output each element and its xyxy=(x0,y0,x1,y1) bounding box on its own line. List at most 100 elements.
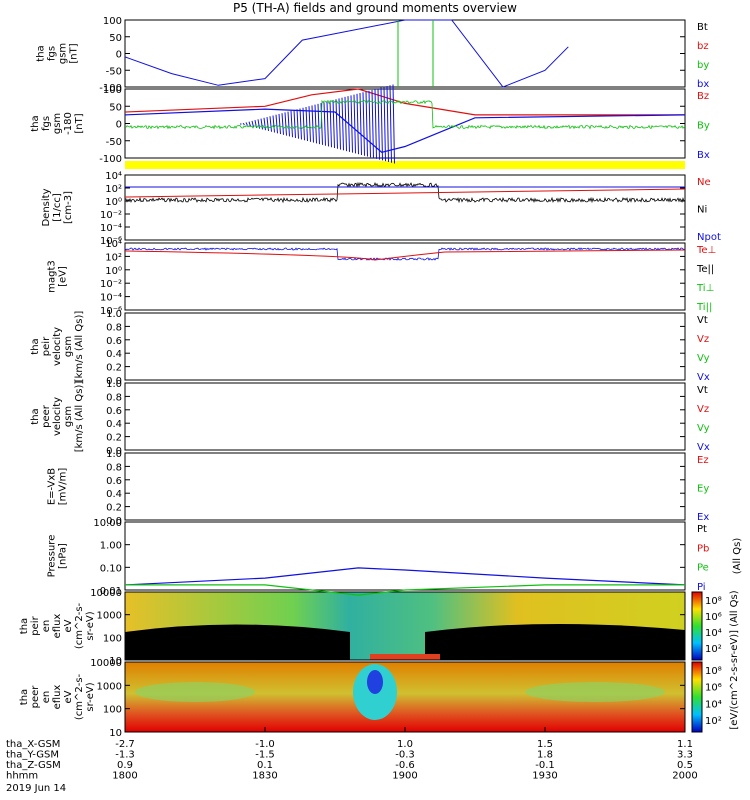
panel-ylabel: thapeervelocitygsm[km/s (All Qs)] xyxy=(30,381,85,453)
ylabel-line: eV xyxy=(63,690,74,703)
axis-row-value: 1930 xyxy=(532,771,557,782)
axis-row-value: -0.3 xyxy=(395,750,415,761)
panel-frame xyxy=(124,88,686,159)
y-tick-label: 1.0 xyxy=(106,449,122,460)
y-tick-label: 1.0 xyxy=(106,379,122,390)
legend-item-Vx: Vx xyxy=(697,442,710,453)
y-tick-label: 10⁻⁴ xyxy=(100,223,122,234)
y-tick-label: 1.00 xyxy=(100,541,122,552)
y-tick-label: 10 xyxy=(109,656,122,667)
ylabel-line: peir xyxy=(41,336,52,356)
y-tick-label: 10000 xyxy=(90,658,122,669)
panel-density: 10⁴ 10² 10⁰ 10⁻² 10⁻⁴ 10⁻⁶ Density[1/cc][cm-3]… xyxy=(41,171,721,247)
ylabel-line: gsm xyxy=(63,406,74,427)
legend-item-Pe: Pe xyxy=(697,563,709,574)
y-tick-label: 0.0 xyxy=(106,446,122,457)
axis-row-value: -1.5 xyxy=(255,750,275,761)
ylabel-line: peer xyxy=(30,685,41,709)
y-tick-label: -50 xyxy=(106,66,122,77)
legend-item-Ti⊥: Ti⊥ xyxy=(696,283,714,294)
Bx-trace xyxy=(124,108,686,153)
Bz-trace xyxy=(124,88,685,116)
legend-item-by: by xyxy=(697,60,709,71)
colorbar-tick-label: 10⁶ xyxy=(705,612,722,623)
legend-item-Ex: Ex xyxy=(697,512,709,523)
axis-row-label-tha_Y-GSM: tha_Y-GSM xyxy=(6,750,59,761)
Te-trace xyxy=(124,249,686,261)
y-tick-label: 0.6 xyxy=(106,336,122,347)
legend-item-Vz: Vz xyxy=(697,404,709,415)
ylabel-line: tha xyxy=(30,115,41,131)
legend-item-Pb: Pb xyxy=(697,543,709,554)
panel-ylabel: thapeirvelocitygsm[km/s (All Qs)] xyxy=(30,311,85,383)
y-tick-label: 50 xyxy=(109,102,122,113)
chart-title: P5 (TH-A) fields and ground moments over… xyxy=(233,1,517,15)
panel-frame xyxy=(124,452,686,521)
panel-fgs_sm: 100 50 0 -50 -100 thafgsgsm-180[nT] Bz By Bx xyxy=(30,85,710,165)
ylabel-line: sr-eV) xyxy=(85,611,96,640)
y-tick-label: 0.2 xyxy=(106,503,122,514)
y-tick-label: 100 xyxy=(103,633,122,644)
peir-dark-region-left xyxy=(125,624,350,660)
Ni-trace xyxy=(124,181,686,204)
legend-item-Vz: Vz xyxy=(697,334,709,345)
y-tick-label: -100 xyxy=(99,83,122,94)
axis-row-value: -2.7 xyxy=(115,739,135,750)
y-tick-label: 0.4 xyxy=(106,419,122,430)
legend-item-Pi: Pi xyxy=(697,582,706,593)
y-tick-label: 0.8 xyxy=(106,322,122,333)
legend-item-Vt: Vt xyxy=(697,385,708,396)
y-tick-label: 100 xyxy=(103,16,122,27)
ylabel-line: en xyxy=(41,691,52,704)
y-tick-label: 0 xyxy=(116,50,122,61)
axis-row-label-tha_Z-GSM: tha_Z-GSM xyxy=(6,760,61,771)
y-tick-label: 10⁻² xyxy=(100,279,122,290)
legend-item-bz: bz xyxy=(697,41,709,52)
ylabel-line: magt3 xyxy=(47,260,58,293)
ylabel-line: peer xyxy=(41,404,52,428)
ylabel-line: [km/s (All Qs)] xyxy=(74,311,85,383)
ylabel-line: fgs xyxy=(47,46,58,61)
ylabel-line: (cm^2-s- xyxy=(74,673,85,720)
pressure-note: (All Qs) xyxy=(732,538,743,575)
colorbar xyxy=(691,591,703,661)
ylabel-line: gsm xyxy=(63,336,74,357)
colorbar-tick-label: 10⁸ xyxy=(705,596,722,607)
panel-ylabel: Density[1/cc][cm-3] xyxy=(41,188,74,226)
colorbar-tick-label: 10⁴ xyxy=(705,628,722,639)
y-tick-label: 10⁰ xyxy=(105,266,122,277)
Pe-trace xyxy=(125,584,685,596)
ylabel-line: eflux xyxy=(52,614,63,639)
y-tick-label: 10⁻² xyxy=(100,210,122,221)
Ti-trace xyxy=(124,247,686,261)
ylabel-line: tha xyxy=(36,45,47,61)
legend-item-Ne: Ne xyxy=(697,177,711,188)
axis-row-value: 2000 xyxy=(672,771,697,782)
panel-peir_spec: 10000 1000 100 10 thapeirenefluxeV(cm^2-s-sr… xyxy=(19,588,722,667)
colorbar-label: [eV/(cm^2-s-sr-eV)] (All Qs) xyxy=(729,590,740,729)
legend-item-bx: bx xyxy=(697,79,709,90)
colorbar xyxy=(691,661,703,733)
Ne-trace xyxy=(124,188,686,198)
legend-item-Te⊥: Te⊥ xyxy=(696,245,716,256)
ylabel-line: en xyxy=(41,620,52,633)
y-tick-label: 0.4 xyxy=(106,349,122,360)
Bx-oscillation xyxy=(240,84,395,164)
y-tick-label: 0.01 xyxy=(100,586,122,597)
panel-ylabel: Pressure[nPa] xyxy=(47,535,69,578)
panel-pressure: 10.00 1.00 0.10 0.01 Pressure[nPa] Pt Pb Pe Pi (A… xyxy=(47,518,744,597)
ylabel-line: [1/cc] xyxy=(52,193,63,222)
ylabel-line: tha xyxy=(30,408,41,424)
axis-row-value: 0.9 xyxy=(117,760,133,771)
ylabel-line: -180 xyxy=(63,112,74,135)
legend-item-Te||: Te|| xyxy=(696,264,714,275)
colorbar-tick-label: 10² xyxy=(705,716,722,727)
ylabel-line: Pressure xyxy=(47,535,58,578)
y-tick-label: 1000 xyxy=(97,681,122,692)
ylabel-line: velocity xyxy=(52,397,63,436)
legend-item-Vy: Vy xyxy=(697,423,710,434)
ylabel-line: [km/s (All Qs)] xyxy=(74,381,85,453)
panel-frame xyxy=(124,591,686,661)
axis-row-label-tha_X-GSM: tha_X-GSM xyxy=(6,739,60,750)
